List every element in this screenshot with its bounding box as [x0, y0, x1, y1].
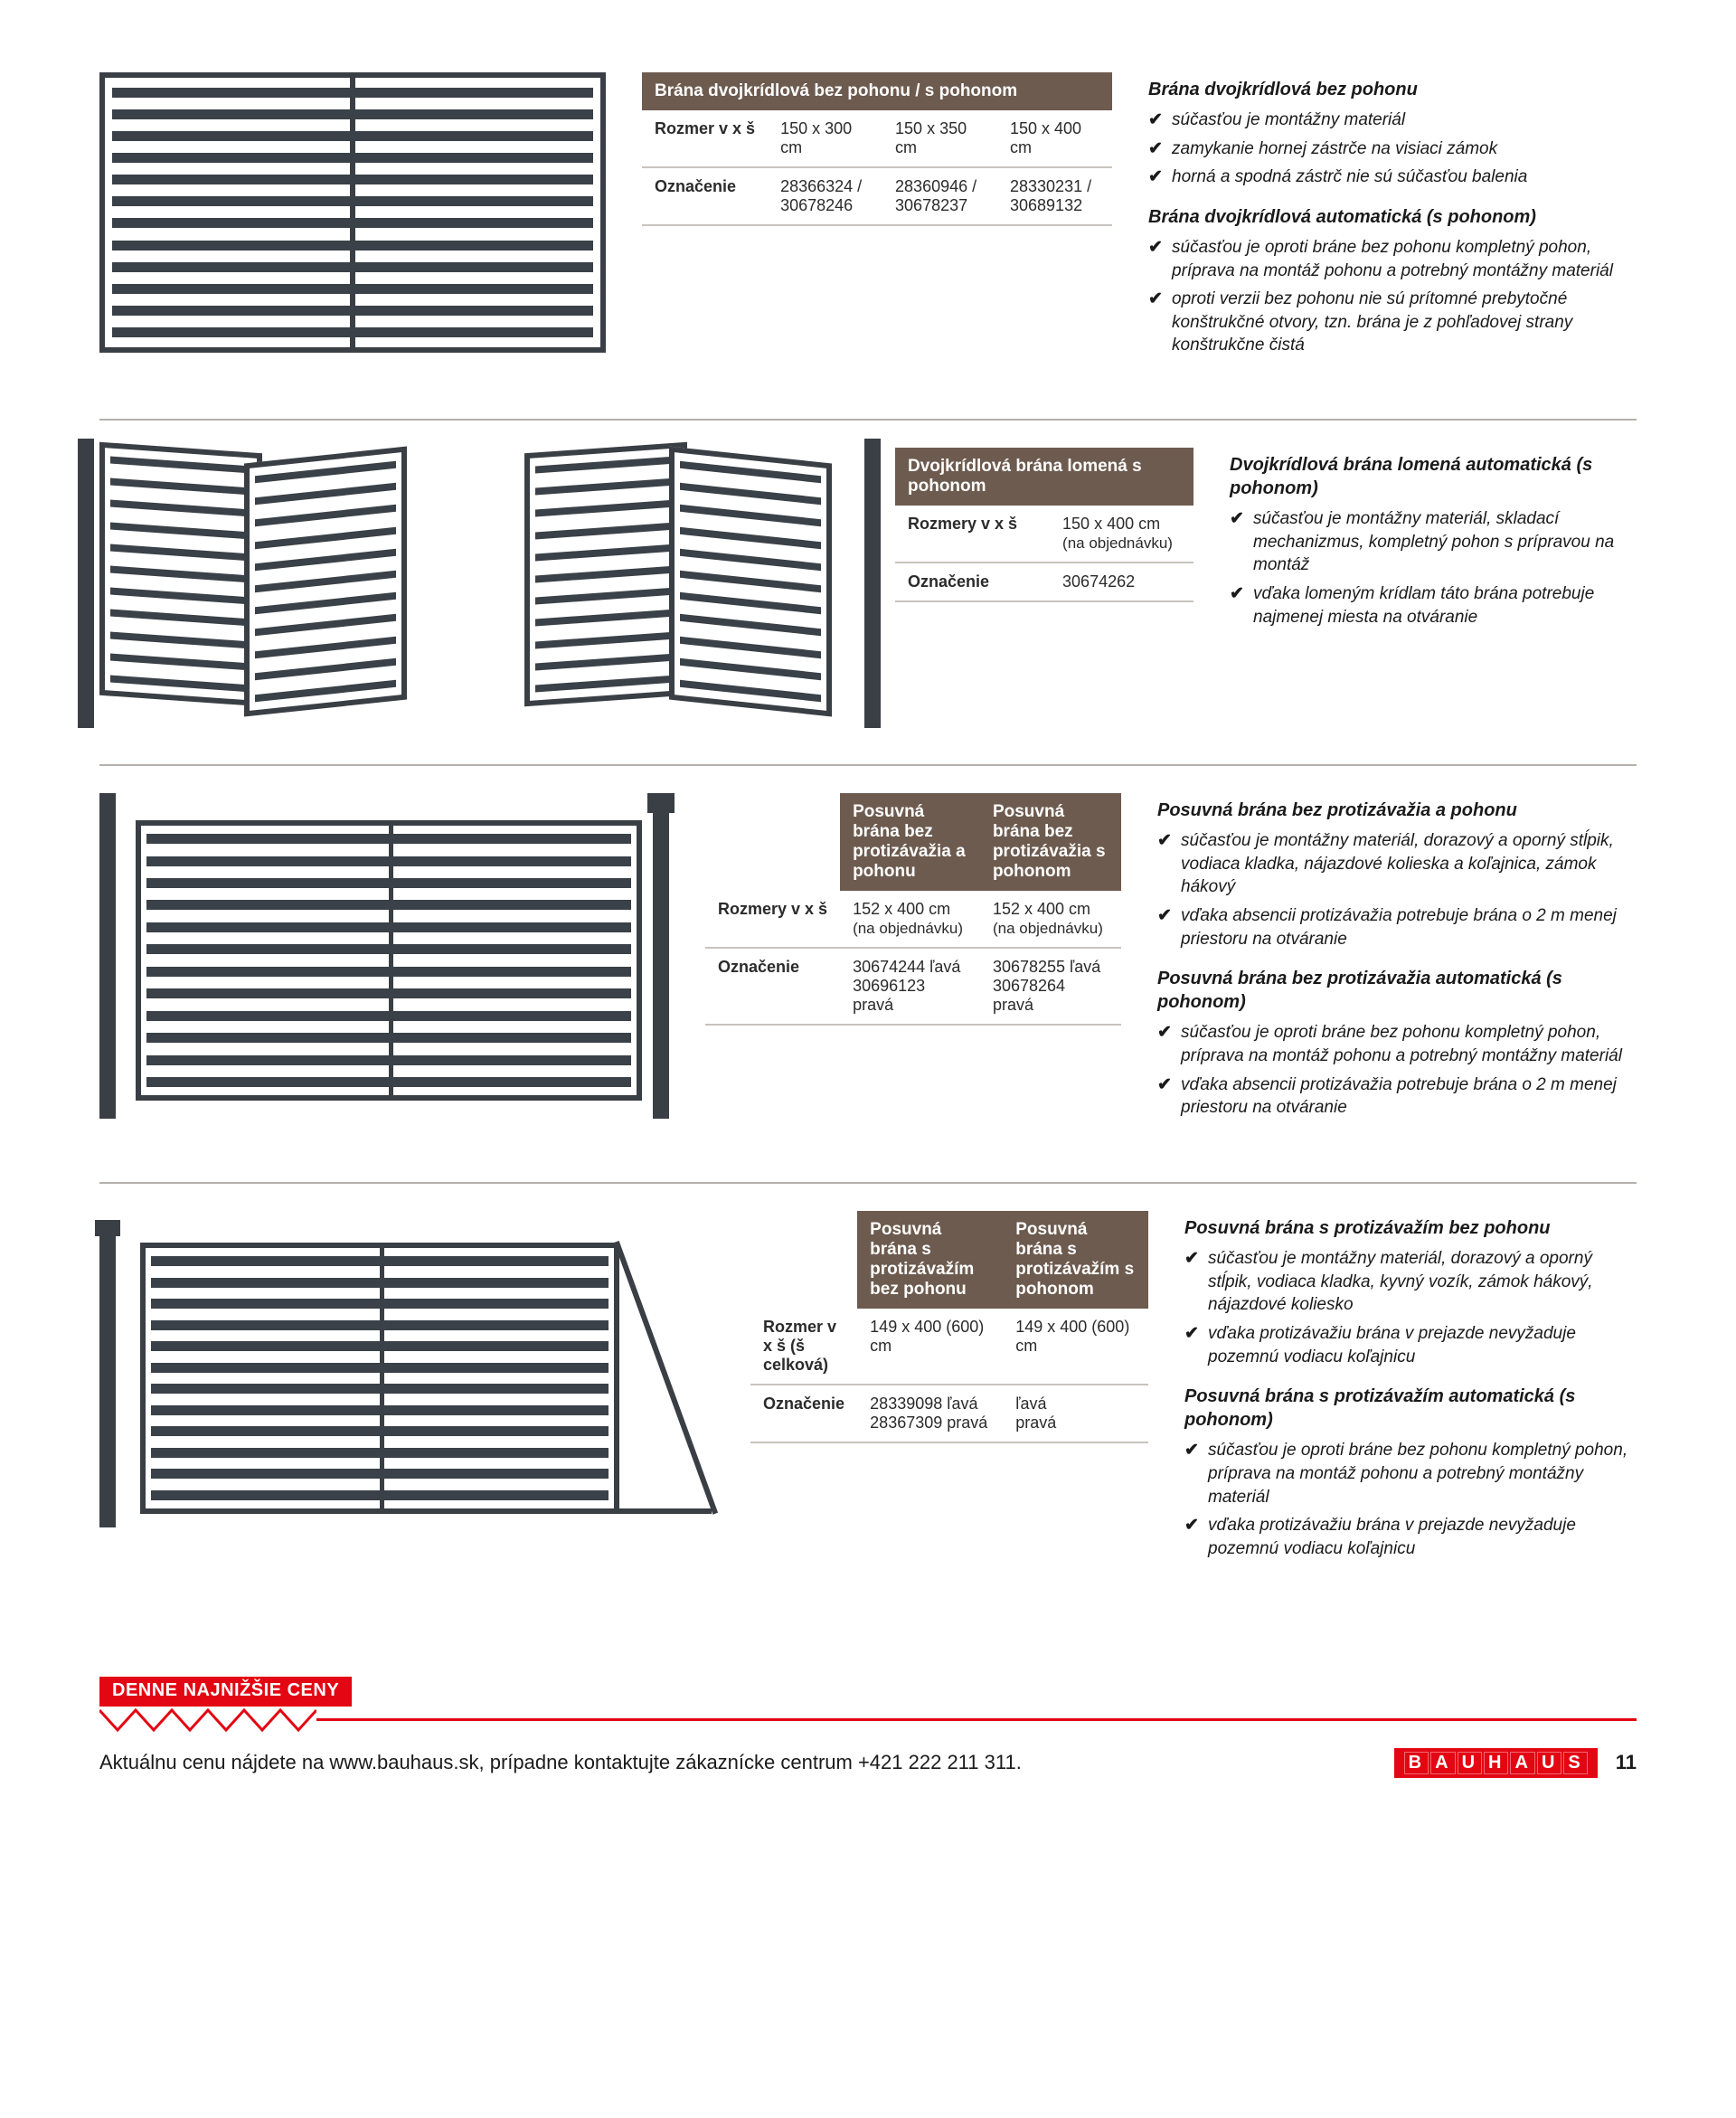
t3-r2-c1: 30674244 ľavá 30696123 pravá — [840, 948, 980, 1025]
t3-r1-c1-val: 152 x 400 cm — [853, 900, 950, 918]
t1-r1-c2: 150 x 350 cm — [882, 110, 997, 167]
section-sliding-gate-no-cw: Posuvná brána bez protizávažia a pohonu … — [99, 766, 1637, 1182]
t2-r1-c1-val: 150 x 400 cm — [1062, 515, 1160, 533]
t3-r1-label: Rozmery v x š — [705, 891, 840, 948]
t3-h1: Posuvná brána bez protizávažia a pohonu — [840, 793, 980, 891]
t3-r1-c2: 152 x 400 cm (na objednávku) — [980, 891, 1121, 948]
t3-r2-label: Označenie — [705, 948, 840, 1025]
text-block-3: Posuvná brána bez protizávažia a pohonu … — [1157, 793, 1628, 1136]
footer-note: Aktuálnu cenu nájdete na www.bauhaus.sk,… — [99, 1751, 1022, 1774]
section-sliding-gate-cw: Posuvná brána s protizávažím bez pohonu … — [99, 1184, 1637, 1649]
t2-r1-c1-sub: (na objednávku) — [1062, 534, 1173, 552]
s3-b2-title: Posuvná brána bez protizávažia automatic… — [1157, 967, 1628, 1014]
s4-b2-i2: vďaka protizávažiu brána v prejazde nevy… — [1184, 1514, 1637, 1560]
s3-b2-i1: súčasťou je oproti bráne bez pohonu komp… — [1157, 1021, 1628, 1067]
t3-r1-c1: 152 x 400 cm (na objednávku) — [840, 891, 980, 948]
t4-r2-label: Označenie — [750, 1385, 857, 1442]
bauhaus-logo: BAUHAUS — [1394, 1748, 1598, 1778]
t4-h1: Posuvná brána s protizávažím bez pohonu — [857, 1211, 1003, 1309]
t2-r2-label: Označenie — [895, 563, 1050, 601]
t4-r1-label: Rozmer v x š (š celková) — [750, 1309, 857, 1385]
table1-header: Brána dvojkrídlová bez pohonu / s pohono… — [642, 72, 1112, 110]
t4-r1-c2: 149 x 400 (600) cm — [1003, 1309, 1148, 1385]
s2-b1-title: Dvojkrídlová brána lomená automatická (s… — [1230, 453, 1637, 500]
t3-r1-c1-sub: (na objednávku) — [853, 920, 963, 937]
s4-b1-title: Posuvná brána s protizávažím bez pohonu — [1184, 1216, 1637, 1240]
s3-b1-i2: vďaka absencii protizávažia potrebuje br… — [1157, 904, 1628, 950]
t2-r1-c1: 150 x 400 cm (na objednávku) — [1050, 506, 1194, 563]
section-double-leaf-gate: Brána dvojkrídlová bez pohonu / s pohono… — [99, 45, 1637, 419]
s1-b2-i1: súčasťou je oproti bráne bez pohonu komp… — [1148, 236, 1618, 282]
t1-r1-c1: 150 x 300 cm — [768, 110, 882, 167]
t1-r2-label: Označenie — [642, 167, 768, 225]
s4-b2-title: Posuvná brána s protizávažím automatická… — [1184, 1385, 1637, 1432]
t3-r2-c2: 30678255 ľavá 30678264 pravá — [980, 948, 1121, 1025]
t4-r1-c1: 149 x 400 (600) cm — [857, 1309, 1003, 1385]
gate-image-2 — [99, 448, 859, 719]
s1-b1-i1: súčasťou je montážny materiál — [1148, 109, 1618, 132]
table-2: Dvojkrídlová brána lomená s pohonom Rozm… — [895, 448, 1194, 602]
s3-b2-i2: vďaka absencii protizávažia potrebuje br… — [1157, 1073, 1628, 1120]
t3-h2: Posuvná brána bez protizávažia s pohonom — [980, 793, 1121, 891]
t2-header: Dvojkrídlová brána lomená s pohonom — [895, 448, 1194, 506]
t3-h0 — [705, 793, 840, 891]
t1-r1-c3: 150 x 400 cm — [997, 110, 1112, 167]
s1-b1-i3: horná a spodná zástrč nie sú súčasťou ba… — [1148, 165, 1618, 189]
text-block-1: Brána dvojkrídlová bez pohonu súčasťou j… — [1148, 72, 1618, 373]
table-4: Posuvná brána s protizávažím bez pohonu … — [750, 1211, 1148, 1443]
page-number: 11 — [1616, 1751, 1637, 1774]
t3-r1-c2-val: 152 x 400 cm — [993, 900, 1090, 918]
t4-r2-c2: ľavá pravá — [1003, 1385, 1148, 1442]
t1-r1-label: Rozmer v x š — [642, 110, 768, 167]
text-block-2: Dvojkrídlová brána lomená automatická (s… — [1230, 448, 1637, 645]
t1-r2-c1: 28366324 / 30678246 — [768, 167, 882, 225]
page-footer: DENNE NAJNIŽŠIE CENY Aktuálnu cenu nájde… — [99, 1677, 1637, 1778]
s4-b1-i2: vďaka protizávažiu brána v prejazde nevy… — [1184, 1322, 1637, 1368]
text-block-4: Posuvná brána s protizávažím bez pohonu … — [1184, 1211, 1637, 1576]
section-folding-gate: Dvojkrídlová brána lomená s pohonom Rozm… — [99, 421, 1637, 764]
t1-r2-c2: 28360946 / 30678237 — [882, 167, 997, 225]
s2-b1-i1: súčasťou je montážny materiál, skladací … — [1230, 507, 1637, 577]
s1-b1-i2: zamykanie hornej zástrče na visiaci zámo… — [1148, 137, 1618, 161]
zigzag-icon — [99, 1707, 316, 1734]
table-3: Posuvná brána bez protizávažia a pohonu … — [705, 793, 1121, 1026]
t2-r1-label: Rozmery v x š — [895, 506, 1050, 563]
t4-h0 — [750, 1211, 857, 1309]
s1-b2-i2: oproti verzii bez pohonu nie sú prítomné… — [1148, 288, 1618, 357]
table-1: Brána dvojkrídlová bez pohonu / s pohono… — [642, 72, 1112, 226]
gate-image-3 — [99, 793, 669, 1137]
t4-r2-c1: 28339098 ľavá 28367309 pravá — [857, 1385, 1003, 1442]
s4-b1-i1: súčasťou je montážny materiál, dorazový … — [1184, 1247, 1637, 1317]
s4-b2-i1: súčasťou je oproti bráne bez pohonu komp… — [1184, 1439, 1637, 1508]
gate-image-4 — [99, 1211, 714, 1555]
s3-b1-i1: súčasťou je montážny materiál, dorazový … — [1157, 829, 1628, 899]
t2-r2-c1: 30674262 — [1050, 563, 1194, 601]
t1-r2-c3: 28330231 / 30689132 — [997, 167, 1112, 225]
s3-b1-title: Posuvná brána bez protizávažia a pohonu — [1157, 799, 1628, 822]
t4-h2: Posuvná brána s protizávažím s pohonom — [1003, 1211, 1148, 1309]
s1-b1-title: Brána dvojkrídlová bez pohonu — [1148, 78, 1618, 101]
s1-b2-title: Brána dvojkrídlová automatická (s pohono… — [1148, 205, 1618, 229]
s2-b1-i2: vďaka lomeným krídlam táto brána potrebu… — [1230, 582, 1637, 629]
gate-image-1 — [99, 72, 606, 353]
t3-r1-c2-sub: (na objednávku) — [993, 920, 1103, 937]
price-badge: DENNE NAJNIŽŠIE CENY — [99, 1677, 352, 1707]
